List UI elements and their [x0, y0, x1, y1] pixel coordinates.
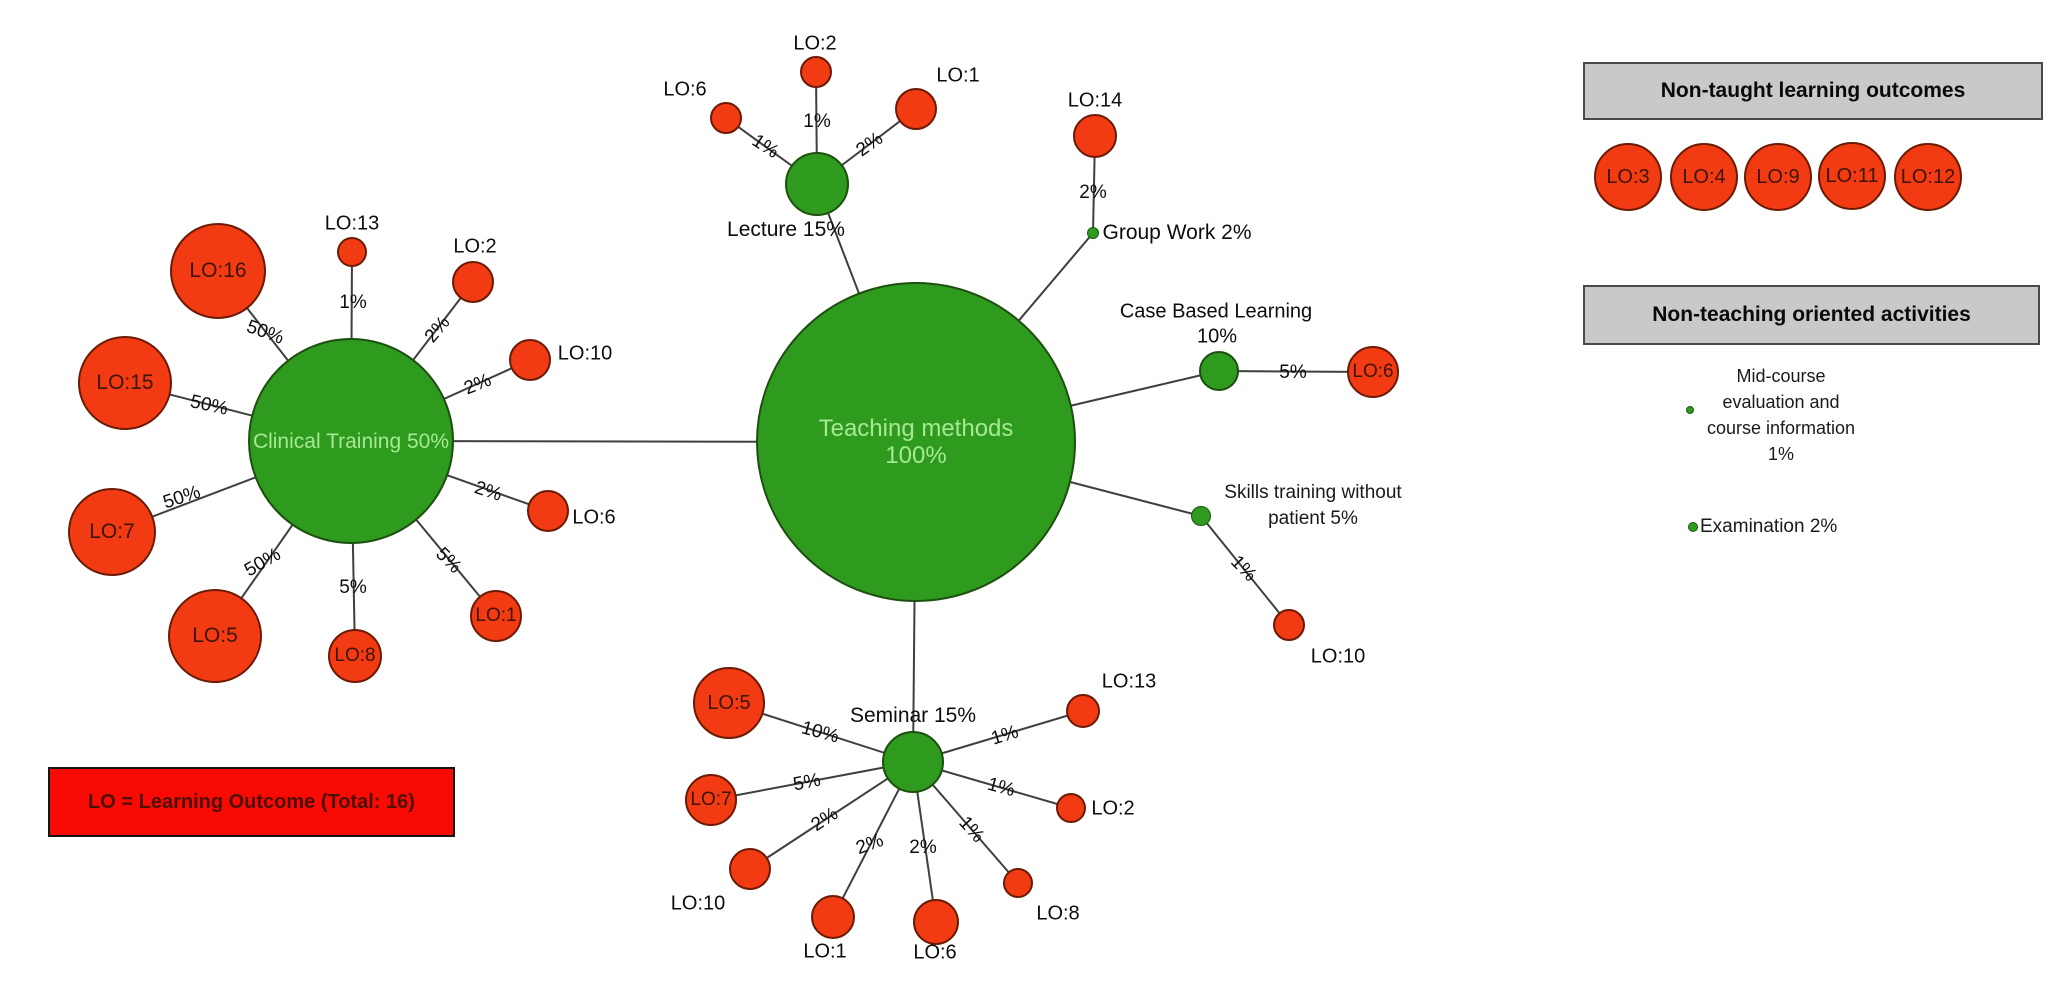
- node-seminar-lo13: [1066, 694, 1100, 728]
- panel-lo12-label: LO:12: [1900, 165, 1956, 188]
- mid-course-item: Mid-course evaluation and course informa…: [1706, 366, 1856, 464]
- node-panel-lo11: LO:11: [1818, 142, 1886, 210]
- clinical-lo1-label: LO:1: [475, 605, 517, 626]
- clinical-lo15-label: LO:15: [96, 371, 154, 394]
- seminar-lo5-label: LO:5: [707, 691, 751, 714]
- groupwork-lo14-label: LO:14: [1067, 89, 1123, 112]
- seminar-lo7-label: LO:7: [690, 789, 732, 810]
- seminar-lo6-label: LO:6: [913, 941, 957, 964]
- node-seminar-lo1: [811, 895, 855, 939]
- lecture-lo6-label: LO:6: [663, 78, 707, 101]
- pct-groupwork-lo14: 2%: [1079, 182, 1107, 203]
- node-panel-lo12: LO:12: [1894, 143, 1962, 211]
- node-clinical-lo10: [509, 339, 551, 381]
- node-panel-lo3: LO:3: [1594, 143, 1662, 211]
- node-seminar-lo10: [729, 848, 771, 890]
- pct-clinical-lo8: 5%: [339, 577, 367, 598]
- pct-clinical-lo13: 1%: [339, 292, 367, 313]
- node-groupwork-lo14: [1073, 114, 1117, 158]
- seminar-lo13-label: LO:13: [1101, 670, 1157, 693]
- panel-lo3-label: LO:3: [1606, 165, 1650, 188]
- lecture-label: Lecture 15%: [727, 218, 845, 241]
- lecture-lo2-label: LO:2: [793, 32, 837, 55]
- node-clinical-lo1: LO:1: [470, 590, 522, 642]
- legend-text: LO = Learning Outcome (Total: 16): [88, 790, 415, 813]
- seminar-lo2-label: LO:2: [1091, 797, 1135, 820]
- node-case-based-learning: [1199, 351, 1239, 391]
- node-clinical-lo13: [337, 237, 367, 267]
- clinical-lo2-label: LO:2: [453, 235, 497, 258]
- node-clinical-lo16: LO:16: [170, 223, 266, 319]
- node-teaching-methods: Teaching methods 100%: [756, 282, 1076, 602]
- legend-box: LO = Learning Outcome (Total: 16): [48, 767, 455, 837]
- node-lecture-lo2: [800, 56, 832, 88]
- teaching-methods-label: Teaching methods: [818, 415, 1014, 442]
- node-group-work-dot: [1087, 227, 1099, 239]
- node-lecture: [785, 152, 849, 216]
- node-clinical-lo2: [452, 261, 494, 303]
- node-panel-lo4: LO:4: [1670, 143, 1738, 211]
- node-clinical-training: Clinical Training 50%: [248, 338, 454, 544]
- seminar-label: Seminar 15%: [849, 704, 977, 727]
- node-clinical-lo5: LO:5: [168, 589, 262, 683]
- node-seminar-lo5: LO:5: [693, 667, 765, 739]
- node-clinical-lo15: LO:15: [78, 336, 172, 430]
- clinical-lo10-label: LO:10: [557, 342, 613, 365]
- seminar-lo8-label: LO:8: [1036, 902, 1080, 925]
- clinical-lo7-label: LO:7: [89, 520, 135, 543]
- skills-training-label: Skills training without patient 5%: [1224, 482, 1402, 529]
- edge-seminar-lo7: [710, 761, 914, 801]
- node-seminar-lo7: LO:7: [685, 774, 737, 826]
- node-panel-lo9: LO:9: [1744, 143, 1812, 211]
- clinical-lo13-label: LO:13: [324, 212, 380, 235]
- node-seminar-lo8: [1003, 868, 1033, 898]
- pct-casebased-lo6: 5%: [1279, 362, 1307, 383]
- node-casebased-lo6: LO:6: [1347, 346, 1399, 398]
- node-lecture-lo6: [710, 102, 742, 134]
- pct-lecture-lo2: 1%: [803, 111, 831, 132]
- panel-lo4-label: LO:4: [1682, 165, 1726, 188]
- panel-lo9-label: LO:9: [1756, 165, 1800, 188]
- seminar-lo10-label: LO:10: [670, 892, 726, 915]
- non-teaching-header: Non-teaching oriented activities: [1583, 285, 2040, 345]
- clinical-lo8-label: LO:8: [334, 645, 376, 666]
- group-work-label: Group Work 2%: [1102, 221, 1252, 244]
- case-based-label: Case Based Learning: [1119, 300, 1313, 323]
- seminar-lo1-label: LO:1: [803, 940, 847, 963]
- panel-lo11-label: LO:11: [1825, 164, 1879, 187]
- node-skills-training-dot: [1191, 506, 1211, 526]
- node-seminar-lo2: [1056, 793, 1086, 823]
- clinical-training-label: Clinical Training 50%: [252, 429, 450, 453]
- case-based-pct: 10%: [1196, 325, 1238, 348]
- casebased-lo6-label: LO:6: [1352, 361, 1394, 382]
- node-clinical-lo7: LO:7: [68, 488, 156, 576]
- lecture-lo1-label: LO:1: [936, 64, 980, 87]
- node-seminar-lo6: [913, 899, 959, 945]
- non-taught-header: Non-taught learning outcomes: [1583, 62, 2043, 120]
- edge-skills-lo10: [1200, 515, 1290, 626]
- node-lecture-lo1: [895, 88, 937, 130]
- node-skills-lo10: [1273, 609, 1305, 641]
- clinical-lo6-label: LO:6: [572, 506, 616, 529]
- skills-lo10-label: LO:10: [1310, 645, 1366, 668]
- pct-seminar-lo6: 2%: [909, 837, 937, 858]
- edge-seminar-lo10: [749, 761, 914, 870]
- teaching-methods-pct: 100%: [885, 442, 947, 469]
- mid-course-bullet-dot: [1686, 406, 1694, 414]
- examination-item: Examination 2%: [1700, 516, 1838, 537]
- clinical-lo16-label: LO:16: [189, 259, 247, 282]
- non-teaching-title: Non-teaching oriented activities: [1652, 303, 1971, 326]
- clinical-lo5-label: LO:5: [192, 624, 238, 647]
- node-clinical-lo8: LO:8: [328, 629, 382, 683]
- examination-bullet-dot: [1688, 522, 1698, 532]
- node-seminar: [882, 731, 944, 793]
- non-taught-title: Non-taught learning outcomes: [1660, 79, 1966, 102]
- node-clinical-lo6: [527, 490, 569, 532]
